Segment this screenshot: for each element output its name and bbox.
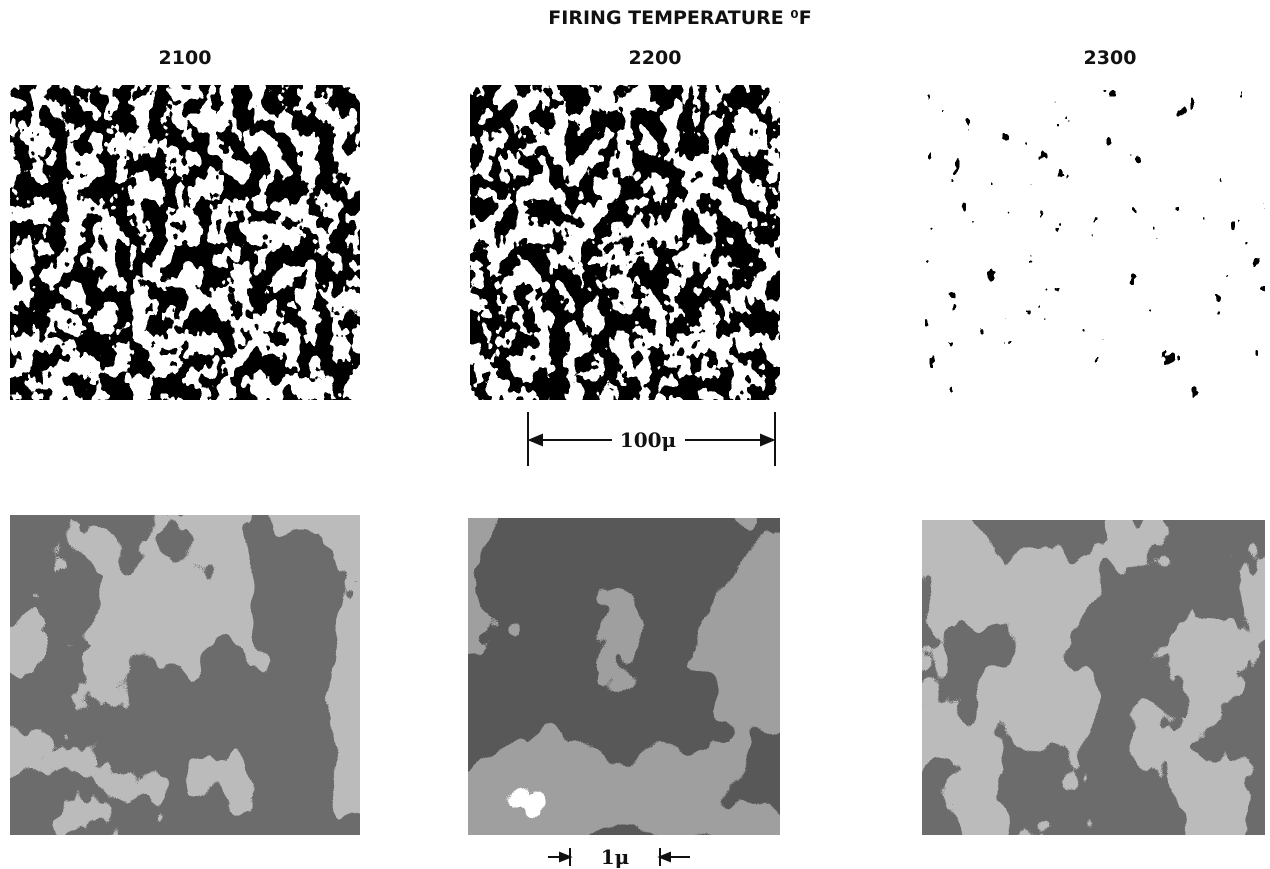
- scale-label: 100μ: [620, 428, 676, 452]
- micrograph: [468, 518, 780, 835]
- scale-label: 1μ: [601, 845, 630, 869]
- micrograph: [925, 90, 1265, 400]
- micrograph: [10, 85, 360, 400]
- micrograph: [470, 85, 780, 400]
- scale-bar: [527, 412, 776, 866]
- micrograph: [922, 520, 1265, 835]
- figure-title: FIRING TEMPERATURE ⁰F: [548, 7, 811, 29]
- column-label: 2200: [629, 47, 682, 69]
- column-label: 2100: [159, 47, 212, 69]
- micrograph: [10, 515, 360, 835]
- column-label: 2300: [1084, 47, 1137, 69]
